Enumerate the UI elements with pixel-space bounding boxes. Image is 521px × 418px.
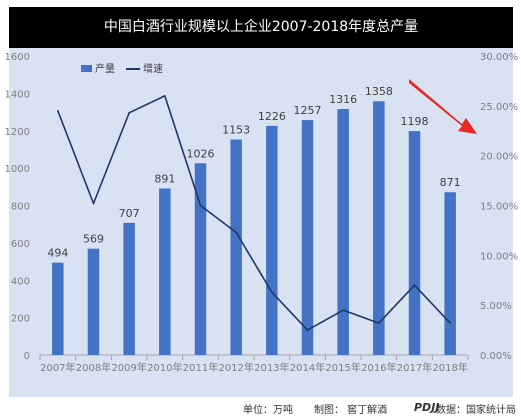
- right-axis-tick-label: 15.00%: [480, 202, 518, 213]
- bar: [194, 163, 207, 355]
- bar-data-label: 1226: [258, 110, 286, 123]
- line-point: [342, 309, 344, 311]
- line-point: [164, 95, 166, 97]
- right-axis-tick-label: 0.00%: [480, 351, 512, 362]
- unit-note: 单位：万吨: [243, 405, 293, 416]
- legend-label-line: 增速: [143, 62, 163, 75]
- line-point: [235, 231, 237, 234]
- left-axis: 0 200 400 600 800 1000 1200 1400 1600: [5, 52, 30, 362]
- bar: [337, 109, 349, 355]
- left-axis-tick-label: 800: [11, 202, 30, 213]
- right-axis-tick-label: 30.00%: [480, 52, 518, 63]
- line-series: [57, 95, 451, 331]
- bar: [159, 188, 171, 355]
- left-axis-tick-label: 1000: [5, 164, 30, 175]
- x-axis-tick-label: 2015年: [325, 361, 360, 374]
- x-axis-tick-label: 2014年: [290, 361, 325, 374]
- right-axis-tick-label: 10.00%: [480, 251, 518, 262]
- line-point: [199, 204, 202, 207]
- bar-data-labels: 494 569 707 891 1026 1153 1226 1257 1316 1358 1198…: [47, 85, 460, 259]
- right-axis-tick-label: 25.00%: [480, 102, 518, 113]
- line-point: [128, 112, 130, 114]
- x-axis-tick-label: 2009年: [111, 361, 146, 374]
- bar-data-label: 1198: [401, 115, 429, 128]
- bar-data-label: 1316: [329, 93, 357, 106]
- x-axis-tick-label: 2016年: [361, 361, 396, 374]
- legend: 产量 增速: [81, 62, 163, 75]
- line-point: [271, 291, 273, 294]
- bar-data-label: 1358: [365, 85, 393, 98]
- bar-data-label: 891: [154, 172, 175, 185]
- left-axis-tick-label: 400: [11, 276, 30, 287]
- x-axis-tick-label: 2013年: [254, 361, 289, 374]
- growth-line: [57, 95, 451, 331]
- bar-data-label: 871: [440, 176, 461, 189]
- x-axis-tick-label: 2008年: [76, 361, 111, 374]
- line-point: [449, 322, 451, 324]
- bar-series: [52, 101, 456, 356]
- source-note: 数据：国家统计局: [436, 405, 516, 416]
- line-point: [57, 110, 59, 112]
- bar: [373, 101, 385, 355]
- bar-data-label: 1026: [187, 147, 215, 160]
- legend-swatch-bar: [81, 65, 92, 72]
- bar: [87, 248, 100, 355]
- legend-label-bar: 产量: [95, 62, 115, 75]
- footer: 单位：万吨 制图： 窖丁解酒 PDJJ 数据：国家统计局: [0, 399, 521, 418]
- bar: [266, 125, 278, 355]
- brand-logo: PDJJ: [414, 401, 440, 414]
- bar: [52, 262, 64, 355]
- right-axis-tick-label: 20.00%: [480, 152, 518, 163]
- x-axis: 2007年 2008年 2009年 2010年 2011年 2012年 2013年 2014年…: [39, 354, 469, 374]
- bar: [123, 222, 135, 355]
- left-axis-tick-label: 600: [11, 239, 30, 250]
- bar-data-label: 1153: [222, 124, 250, 137]
- left-axis-tick-label: 1400: [5, 89, 30, 100]
- bar: [444, 192, 456, 355]
- x-axis-tick-label: 2017年: [397, 361, 432, 374]
- left-axis-tick-label: 200: [11, 314, 30, 325]
- x-axis-tick-label: 2010年: [147, 361, 182, 374]
- left-axis-tick-label: 1600: [5, 52, 30, 63]
- left-axis-tick-label: 0: [24, 351, 30, 362]
- bar: [301, 120, 314, 356]
- made-by-note: 制图： 窖丁解酒: [314, 405, 388, 416]
- line-point: [413, 284, 416, 287]
- right-axis: 0.00% 5.00% 10.00% 15.00% 20.00% 25.00% 30.00%: [480, 52, 518, 362]
- bar-data-label: 494: [47, 247, 68, 260]
- x-axis-tick-label: 2018年: [432, 361, 467, 374]
- chart-title: 中国白酒行业规模以上企业2007-2018年度总产量: [9, 7, 513, 48]
- x-axis-tick-label: 2011年: [183, 361, 218, 374]
- bar: [230, 139, 242, 355]
- x-axis-tick-label: 2007年: [40, 361, 75, 374]
- x-axis-tick-label: 2012年: [218, 361, 253, 374]
- bar-data-label: 1257: [294, 104, 322, 117]
- left-axis-tick-label: 1200: [5, 127, 30, 138]
- line-point: [92, 202, 95, 205]
- red-arrow: [409, 79, 477, 134]
- right-axis-tick-label: 5.00%: [480, 301, 512, 312]
- red-arrow-annotation: [409, 79, 477, 134]
- line-point: [306, 329, 309, 331]
- line-point: [378, 322, 380, 324]
- bar-data-label: 707: [119, 207, 140, 220]
- bar-data-label: 569: [83, 233, 104, 246]
- bar: [408, 131, 421, 355]
